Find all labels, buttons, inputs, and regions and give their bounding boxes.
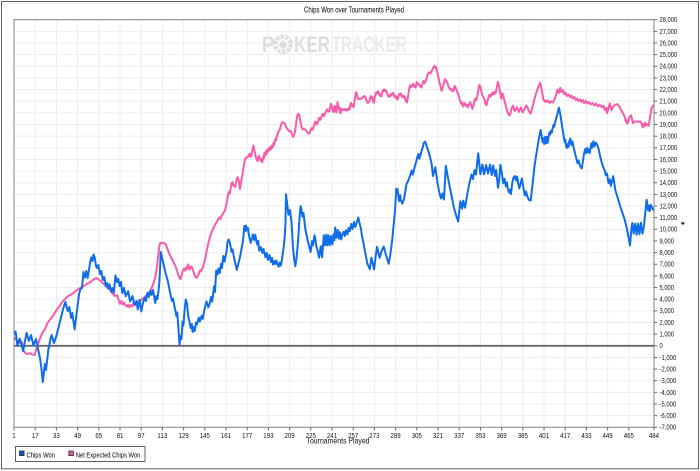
svg-text:369: 369 — [497, 431, 507, 440]
svg-text:385: 385 — [518, 431, 528, 440]
svg-text:225: 225 — [306, 431, 316, 440]
svg-text:9,000: 9,000 — [660, 236, 675, 245]
svg-text:18,000: 18,000 — [660, 132, 678, 141]
svg-text:Chips Won over Tournaments Pla: Chips Won over Tournaments Played — [304, 6, 404, 15]
svg-text:193: 193 — [263, 431, 273, 440]
svg-text:Tournaments Played: Tournaments Played — [307, 437, 370, 446]
svg-text:81: 81 — [117, 431, 124, 440]
svg-text:22,000: 22,000 — [660, 85, 678, 94]
svg-text:177: 177 — [242, 431, 252, 440]
svg-text:24,000: 24,000 — [660, 62, 678, 71]
svg-text:465: 465 — [624, 431, 634, 440]
svg-text:12,000: 12,000 — [660, 201, 678, 210]
svg-text:11,000: 11,000 — [660, 213, 678, 222]
svg-text:23,000: 23,000 — [660, 73, 678, 82]
svg-text:49: 49 — [74, 431, 81, 440]
svg-text:97: 97 — [138, 431, 145, 440]
svg-text:-3,000: -3,000 — [660, 376, 677, 385]
svg-text:8,000: 8,000 — [660, 248, 675, 257]
svg-text:305: 305 — [412, 431, 422, 440]
svg-text:1,000: 1,000 — [660, 330, 675, 339]
svg-text:TRACKER: TRACKER — [332, 32, 408, 57]
svg-text:6,000: 6,000 — [660, 271, 675, 280]
svg-text:16,000: 16,000 — [660, 155, 678, 164]
svg-text:2,000: 2,000 — [660, 318, 675, 327]
svg-text:Chips Won: Chips Won — [27, 450, 56, 459]
svg-text:113: 113 — [157, 431, 167, 440]
svg-text:-2,000: -2,000 — [660, 364, 677, 373]
svg-text:353: 353 — [475, 431, 485, 440]
svg-text:337: 337 — [454, 431, 464, 440]
svg-text:14,000: 14,000 — [660, 178, 678, 187]
svg-text:5,000: 5,000 — [660, 283, 675, 292]
svg-text:433: 433 — [581, 431, 591, 440]
svg-text:-1,000: -1,000 — [660, 353, 677, 362]
svg-text:28,000: 28,000 — [660, 15, 678, 24]
svg-text:26,000: 26,000 — [660, 38, 678, 47]
svg-text:25,000: 25,000 — [660, 50, 678, 59]
svg-text:Net Expected Chips Won: Net Expected Chips Won — [76, 450, 141, 459]
svg-text:1: 1 — [12, 431, 15, 440]
svg-text:321: 321 — [433, 431, 443, 440]
svg-text:161: 161 — [221, 431, 231, 440]
svg-text:-5,000: -5,000 — [660, 399, 677, 408]
svg-text:P: P — [262, 32, 275, 57]
svg-text:417: 417 — [560, 431, 570, 440]
svg-text:145: 145 — [200, 431, 210, 440]
svg-text:65: 65 — [95, 431, 102, 440]
svg-text:17: 17 — [32, 431, 39, 440]
svg-text:10,000: 10,000 — [660, 225, 678, 234]
svg-text:33: 33 — [53, 431, 60, 440]
svg-text:484: 484 — [649, 431, 659, 440]
svg-text:-7,000: -7,000 — [660, 423, 677, 432]
svg-text:449: 449 — [603, 431, 613, 440]
svg-text:209: 209 — [285, 431, 295, 440]
svg-text:7,000: 7,000 — [660, 260, 675, 269]
svg-text:289: 289 — [391, 431, 401, 440]
svg-text:241: 241 — [327, 431, 337, 440]
svg-text:15,000: 15,000 — [660, 166, 678, 175]
svg-text:3,000: 3,000 — [660, 306, 675, 315]
svg-text:129: 129 — [179, 431, 189, 440]
svg-text:273: 273 — [369, 431, 379, 440]
svg-text:257: 257 — [348, 431, 358, 440]
svg-text:19,000: 19,000 — [660, 120, 678, 129]
svg-text:KER: KER — [294, 32, 330, 57]
svg-text:0: 0 — [660, 341, 663, 350]
svg-text:21,000: 21,000 — [660, 97, 678, 106]
svg-text:-6,000: -6,000 — [660, 411, 677, 420]
svg-text:4,000: 4,000 — [660, 295, 675, 304]
svg-text:17,000: 17,000 — [660, 143, 678, 152]
svg-text:20,000: 20,000 — [660, 108, 678, 117]
svg-text:-4,000: -4,000 — [660, 388, 677, 397]
svg-text:27,000: 27,000 — [660, 27, 678, 36]
svg-text:401: 401 — [539, 431, 549, 440]
svg-text:13,000: 13,000 — [660, 190, 678, 199]
